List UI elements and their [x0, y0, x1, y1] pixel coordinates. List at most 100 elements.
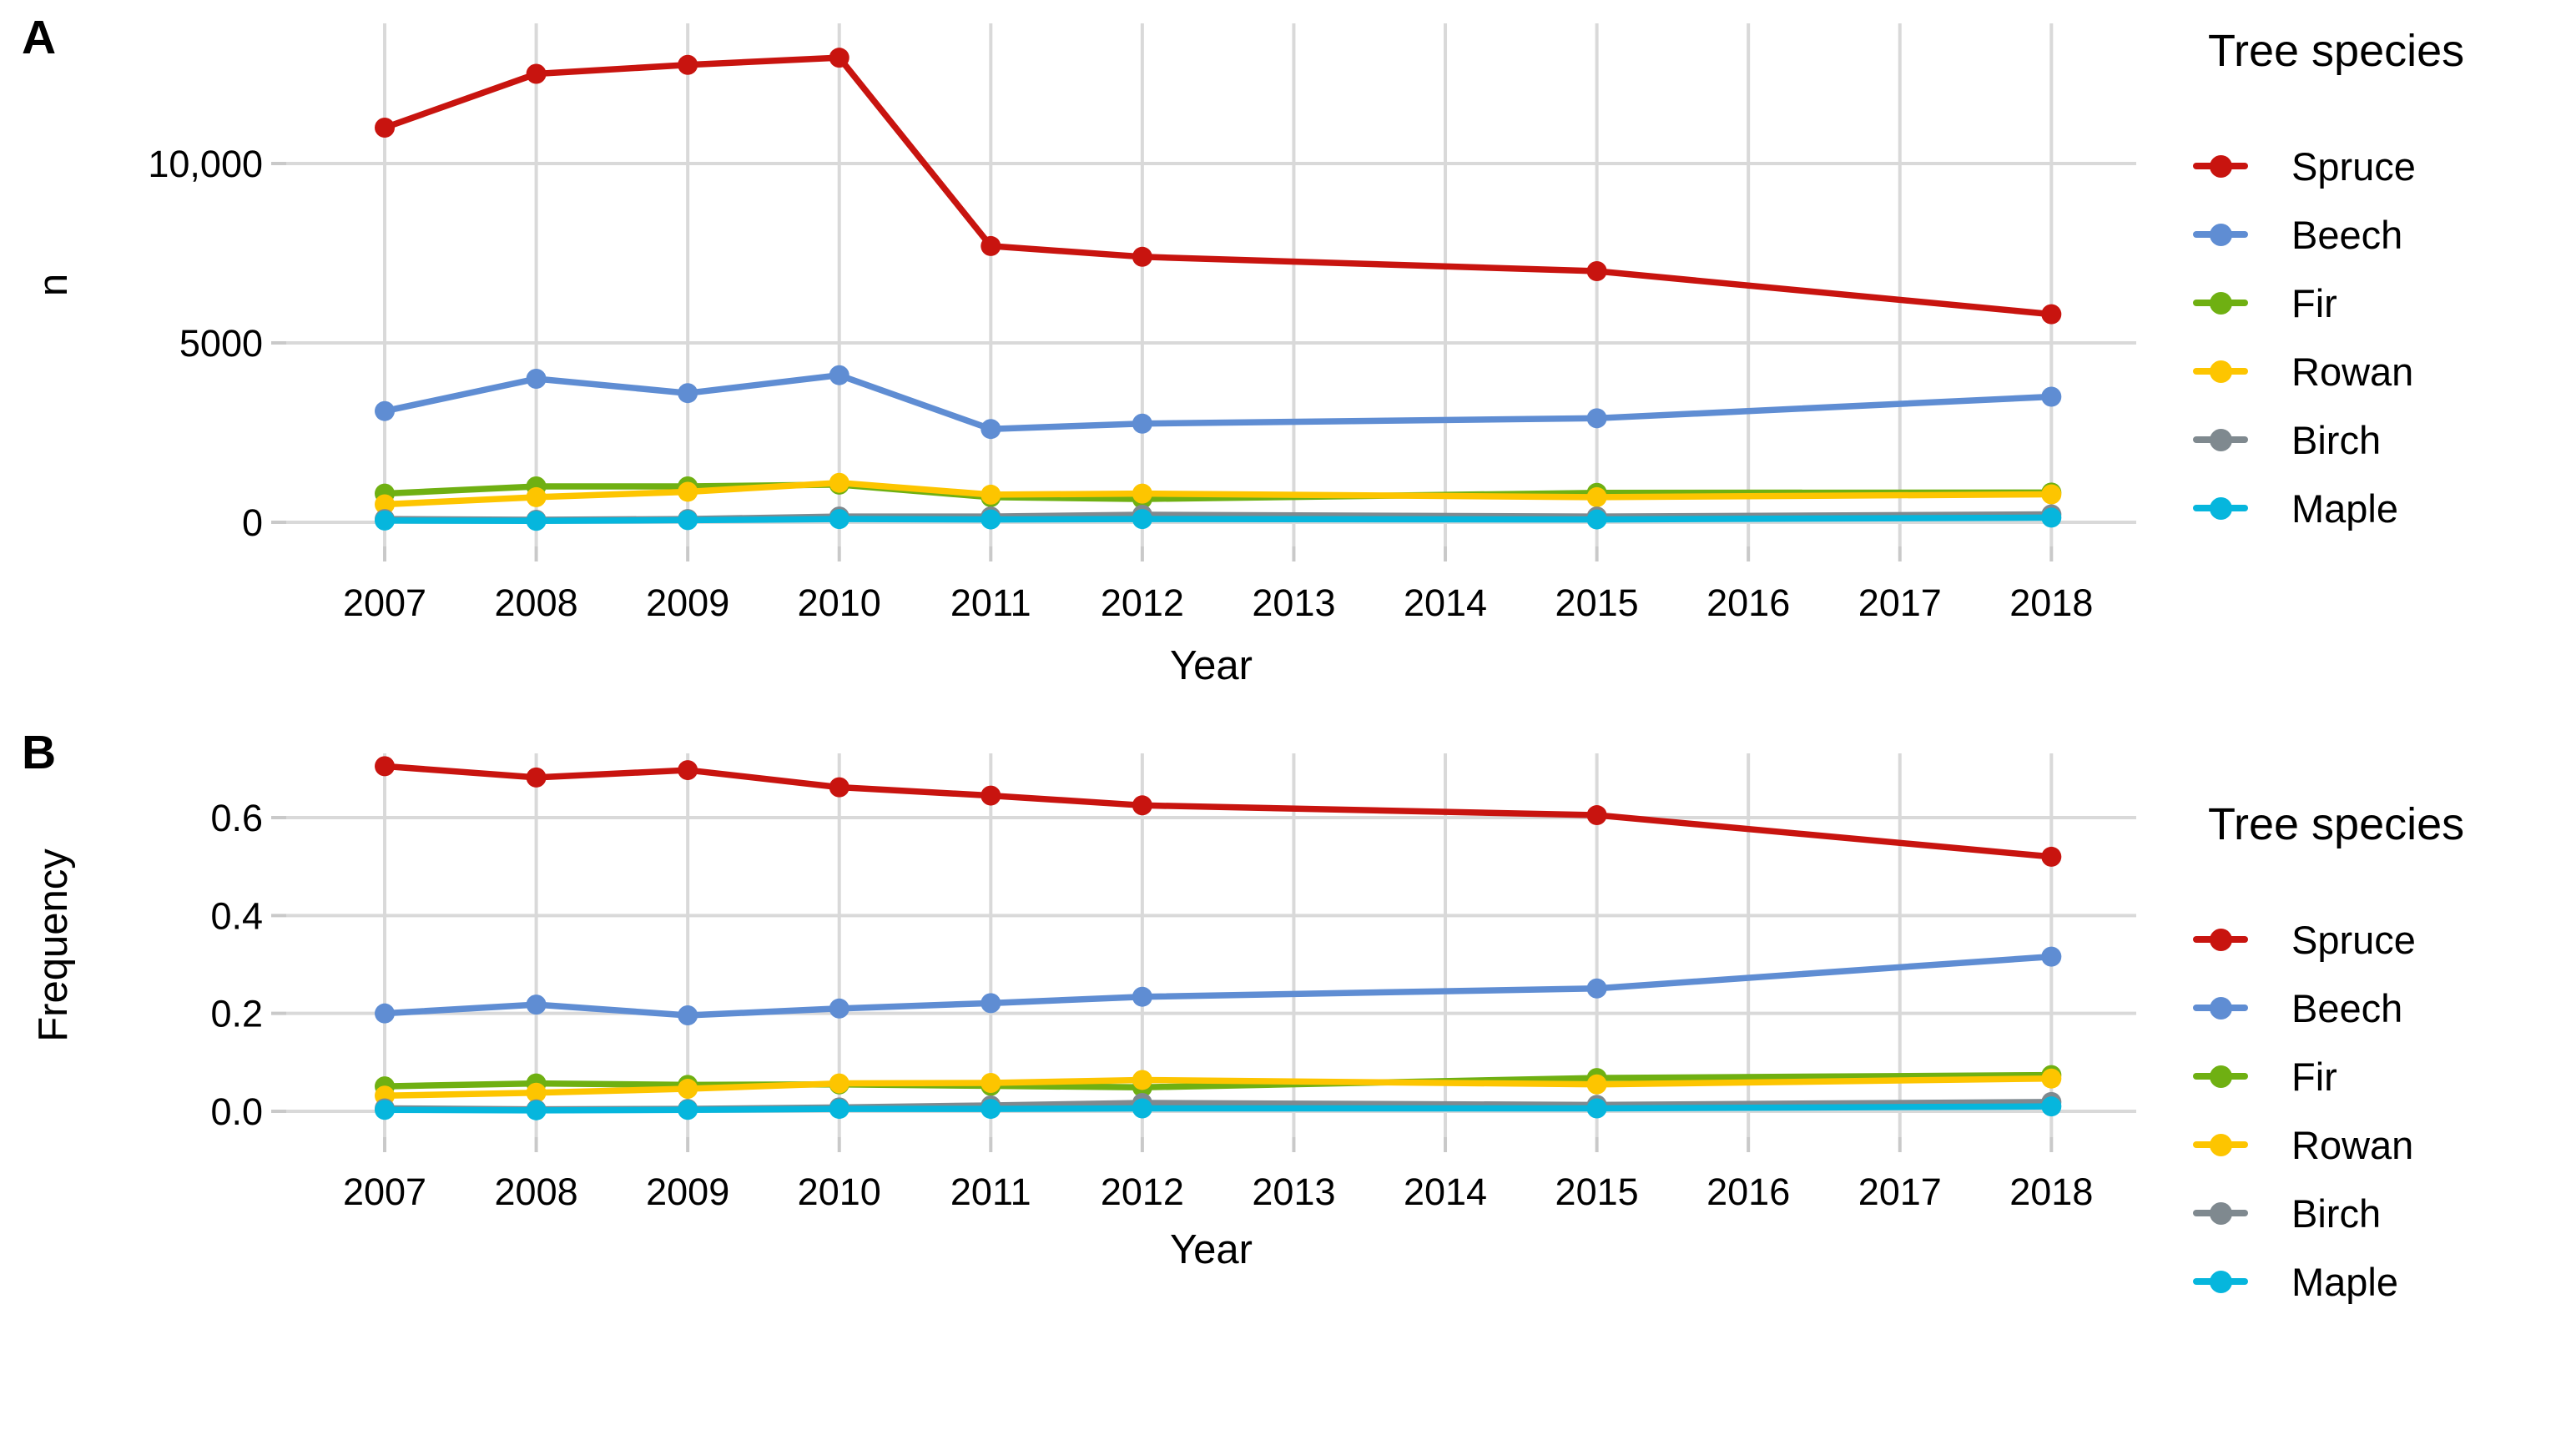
rowan-key-icon	[2193, 360, 2248, 383]
data-point-spruce	[375, 756, 396, 777]
legend-item-spruce: Spruce	[2193, 905, 2464, 974]
legend-item-maple: Maple	[2193, 474, 2464, 542]
beech-key-icon	[2193, 996, 2248, 1020]
panel-b-plot: 2007 2008 2009 2010 2011 2012 2013 2014 2015 2016…	[31, 753, 2136, 1272]
data-point-maple	[375, 1100, 396, 1120]
legend-label: Maple	[2291, 1259, 2399, 1304]
data-point-beech	[1132, 413, 1152, 434]
x-tick-label: 2016	[1706, 582, 1790, 624]
y-tick-label: 0.4	[210, 894, 263, 937]
series-line-maple	[385, 1103, 2052, 1114]
legend-label: Rowan	[2291, 349, 2414, 394]
legend-b: Tree species Spruce Beech Fir Rowan Birc…	[2193, 798, 2464, 1316]
x-tick-label: 2013	[1252, 582, 1335, 624]
data-point-maple	[2041, 1096, 2062, 1117]
y-tick-label: 0.2	[210, 993, 263, 1035]
data-point-spruce	[526, 767, 547, 788]
data-point-beech	[1586, 408, 1607, 429]
data-point-rowan	[678, 1079, 698, 1100]
spruce-key-icon	[2193, 154, 2248, 178]
data-point-spruce	[526, 63, 547, 84]
data-point-maple	[2041, 507, 2062, 528]
data-point-beech	[678, 1005, 698, 1026]
data-point-maple	[526, 511, 547, 531]
series-line-rowan	[384, 1075, 2052, 1099]
x-tick-label: 2018	[2009, 582, 2093, 624]
legend-item-maple: Maple	[2193, 1247, 2464, 1316]
data-point-beech	[1586, 978, 1607, 999]
data-point-spruce	[1132, 795, 1152, 816]
data-point-spruce	[829, 777, 849, 798]
data-point-maple	[678, 510, 698, 531]
data-point-maple	[980, 1099, 1001, 1120]
maple-key-icon	[2193, 1270, 2248, 1293]
legend-item-rowan: Rowan	[2193, 1110, 2464, 1179]
x-tick-label: 2015	[1555, 582, 1639, 624]
data-point-rowan	[678, 481, 698, 502]
data-point-rowan	[2041, 1068, 2062, 1089]
x-tick-label: 2014	[1404, 1171, 1487, 1213]
series-line-spruce	[384, 763, 2052, 860]
birch-key-icon	[2193, 1201, 2248, 1225]
panel-a-tag: A	[22, 11, 58, 64]
data-point-spruce	[1586, 805, 1607, 826]
legend-label: Fir	[2291, 280, 2337, 325]
data-point-beech	[526, 994, 547, 1015]
data-point-beech	[375, 1003, 396, 1024]
data-point-rowan	[1586, 486, 1607, 507]
x-tick-label: 2011	[950, 1171, 1031, 1213]
legend-item-beech: Beech	[2193, 974, 2464, 1042]
birch-key-icon	[2193, 428, 2248, 451]
x-tick-label: 2018	[2009, 1171, 2093, 1213]
x-tick-label: 2009	[646, 582, 729, 624]
legend-label: Birch	[2291, 1191, 2382, 1236]
x-tick-label: 2007	[343, 582, 426, 624]
panel-b: B 2007 2008 2009 2010 2011 2012 2013 2014 2015 20…	[0, 715, 2576, 1430]
x-tick-label: 2012	[1101, 1171, 1184, 1213]
legend-label: Spruce	[2291, 144, 2416, 189]
x-tick-label: 2017	[1858, 582, 1942, 624]
data-point-rowan	[980, 484, 1001, 505]
data-point-maple	[980, 509, 1001, 530]
data-point-beech	[2041, 386, 2062, 407]
data-point-maple	[1586, 509, 1607, 530]
legend-item-birch: Birch	[2193, 405, 2464, 474]
data-point-spruce	[980, 785, 1001, 806]
data-point-beech	[526, 369, 547, 390]
data-point-spruce	[1132, 246, 1152, 267]
data-point-maple	[526, 1100, 547, 1120]
legend-item-fir: Fir	[2193, 1042, 2464, 1110]
x-axis-title: Year	[1170, 1227, 1253, 1272]
data-point-spruce	[375, 118, 396, 138]
legend-item-rowan: Rowan	[2193, 337, 2464, 405]
fir-key-icon	[2193, 291, 2248, 315]
data-point-maple	[829, 1099, 849, 1120]
x-tick-label: 2007	[343, 1171, 426, 1213]
data-point-beech	[678, 383, 698, 404]
rowan-key-icon	[2193, 1133, 2248, 1156]
y-tick-label: 10,000	[148, 143, 263, 185]
data-point-maple	[375, 510, 396, 531]
legend-label: Rowan	[2291, 1122, 2414, 1167]
y-axis-title: n	[31, 274, 76, 296]
x-tick-label: 2010	[798, 582, 881, 624]
legend-item-fir: Fir	[2193, 269, 2464, 337]
legend-label: Beech	[2291, 212, 2403, 257]
data-point-maple	[1132, 1098, 1152, 1119]
panel-a-plot: 2007 2008 2009 2010 2011 2012 2013 2014 2015 2016…	[31, 23, 2136, 688]
data-point-spruce	[980, 235, 1001, 256]
data-point-spruce	[829, 48, 849, 68]
legend-label: Beech	[2291, 985, 2403, 1030]
data-point-maple	[829, 509, 849, 530]
data-point-rowan	[1132, 483, 1152, 504]
legend-label: Fir	[2291, 1054, 2337, 1099]
spruce-key-icon	[2193, 928, 2248, 951]
data-point-beech	[1132, 986, 1152, 1007]
x-tick-label: 2015	[1555, 1171, 1639, 1213]
legend-item-spruce: Spruce	[2193, 132, 2464, 200]
legend-item-birch: Birch	[2193, 1179, 2464, 1247]
y-tick-label: 5000	[179, 322, 263, 365]
series-line-beech	[384, 953, 2052, 1019]
data-point-rowan	[2041, 484, 2062, 505]
legend-a: Tree species Spruce Beech Fir Rowan Birc…	[2193, 25, 2464, 542]
